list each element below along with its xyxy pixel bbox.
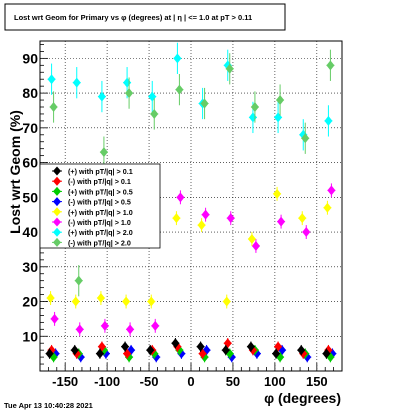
legend-label: (-) with pT/|q| > 0.1 <box>68 177 131 186</box>
x-tick-label: 150 <box>306 374 328 389</box>
data-point <box>277 216 286 227</box>
data-point <box>298 213 307 224</box>
data-point <box>246 341 255 352</box>
y-tick-label: 40 <box>22 224 38 240</box>
data-point <box>127 345 136 356</box>
legend-marker <box>53 176 61 186</box>
footer-timestamp: Tue Apr 13 10:40:28 2021 <box>4 401 93 410</box>
data-point <box>97 91 106 102</box>
y-tick-label: 10 <box>22 328 38 344</box>
legend-label: (+) with pT/|q| > 1.0 <box>68 208 133 217</box>
legend-label: (+) with pT/|q| > 0.1 <box>68 167 133 176</box>
legend-marker <box>53 197 61 207</box>
data-point <box>201 209 210 220</box>
data-point <box>176 192 185 203</box>
y-tick-label: 20 <box>22 294 38 310</box>
data-point <box>121 341 130 352</box>
data-point <box>74 275 83 286</box>
data-point <box>247 234 256 244</box>
x-tick-label: -50 <box>140 374 159 389</box>
x-tick-label: 50 <box>226 374 240 389</box>
data-point <box>45 348 54 359</box>
data-point <box>71 296 80 307</box>
data-point <box>276 95 285 106</box>
data-point <box>250 102 259 112</box>
data-point <box>225 63 234 74</box>
data-point <box>171 338 180 349</box>
data-point <box>297 345 306 356</box>
legend-box <box>39 163 161 249</box>
x-tick-label: -150 <box>52 374 78 389</box>
data-point <box>46 293 55 304</box>
data-point <box>99 147 108 158</box>
data-point <box>151 320 160 331</box>
data-point <box>47 74 56 85</box>
data-point <box>70 345 79 356</box>
legend-label: (-) with pT/|q| > 0.5 <box>68 198 131 207</box>
data-point <box>324 115 333 126</box>
y-tick-label: 80 <box>22 85 38 101</box>
data-point <box>322 348 331 359</box>
data-point <box>323 202 332 213</box>
data-point <box>95 348 104 359</box>
data-point <box>273 188 282 199</box>
data-point <box>222 296 231 307</box>
data-point <box>96 293 105 304</box>
data-layer <box>45 42 337 363</box>
legend-marker <box>53 207 61 217</box>
legend-label: (-) with pT/|q| > 1.0 <box>68 218 131 227</box>
data-point <box>50 313 59 324</box>
legend-marker <box>53 166 61 176</box>
legend: (+) with pT/|q| > 0.1(-) with pT/|q| > 0… <box>39 163 161 249</box>
data-point <box>302 227 311 238</box>
y-tick-label: 30 <box>22 259 38 275</box>
y-tick-label: 90 <box>22 50 38 66</box>
data-point <box>146 345 155 356</box>
data-point <box>75 324 84 335</box>
legend-marker <box>53 217 61 227</box>
data-point <box>251 240 260 251</box>
x-axis-title: φ (degrees) <box>264 390 341 406</box>
legend-marker <box>53 237 61 247</box>
data-point <box>196 341 205 352</box>
data-point <box>72 77 81 88</box>
x-tick-label: 0 <box>187 374 194 389</box>
data-point <box>226 213 235 224</box>
data-point <box>172 213 181 224</box>
data-point <box>221 345 230 356</box>
data-point <box>175 84 184 95</box>
title-box <box>4 3 286 31</box>
legend-marker <box>53 186 61 196</box>
data-point <box>197 220 206 231</box>
data-point <box>100 320 109 331</box>
axes-layer: -150 -100 -50 0 50 100 150 10 20 30 40 50 60 70 80 90 <box>22 44 335 389</box>
data-point <box>272 348 281 359</box>
legend-label: (-) with pT/|q| > 2.0 <box>68 238 131 247</box>
y-tick-label: 70 <box>22 120 38 136</box>
data-point <box>200 98 209 109</box>
legend-marker <box>53 227 61 237</box>
data-point <box>301 133 310 144</box>
data-point <box>173 53 182 64</box>
legend-label: (+) with pT/|q| > 2.0 <box>68 228 133 237</box>
plot-title: Lost wrt Geom for Primary vs φ (degrees)… <box>14 13 252 22</box>
y-tick-label: 50 <box>22 189 38 205</box>
y-tick-label: 60 <box>22 155 38 171</box>
y-axis-title: Lost wrt Geom (%) <box>7 110 23 234</box>
legend-label: (+) with pT/|q| > 0.5 <box>68 187 133 196</box>
data-point <box>49 102 58 112</box>
x-tick-label: -100 <box>94 374 120 389</box>
data-point <box>327 185 336 196</box>
x-tick-label: 100 <box>264 374 286 389</box>
data-point <box>122 296 131 307</box>
data-point <box>150 108 159 119</box>
data-point <box>126 324 135 335</box>
data-point <box>125 88 134 99</box>
data-point <box>147 296 156 307</box>
data-point <box>326 60 335 71</box>
